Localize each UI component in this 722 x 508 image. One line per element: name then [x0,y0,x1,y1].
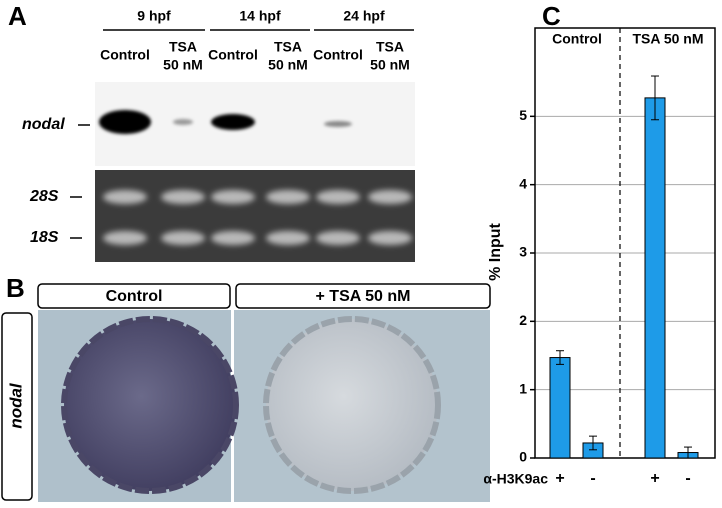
y-tick-label: 3 [519,244,527,260]
row-label: nodal [6,382,25,429]
y-tick-label: 1 [519,380,527,396]
group-label: TSA 50 nM [632,31,703,47]
band [324,121,352,127]
lane-label: 50 nM [370,57,410,73]
gel-bands [103,190,412,245]
lane-label: Control [208,47,258,63]
panel-letter: A [8,1,27,31]
column-header [37,283,231,309]
panel-letter: C [542,1,561,31]
row-label: nodal [22,116,65,133]
x-tick-label: - [590,470,595,487]
column-header [235,283,491,309]
y-tick-label: 5 [519,107,527,123]
lane-label: TSA [376,39,404,55]
lane-label: Control [100,47,150,63]
embryo [61,316,239,494]
column-label: + TSA 50 nM [316,288,411,305]
lane-label: 50 nM [163,57,203,73]
gel [95,170,415,262]
panel-letter: B [6,273,25,303]
panel-b: B Control + TSA 50 nM nodal [1,273,491,502]
lane-label: Control [313,47,363,63]
plot-frame [534,27,716,459]
lane-label: TSA [274,39,302,55]
x-tick-label: - [685,470,690,487]
band [99,110,151,134]
bar [644,97,666,459]
y-tick-label: 4 [519,175,527,191]
row-label: α-H3K9ac [483,471,548,487]
panel-a: A 9 hpf 14 hpf 24 hpf Control TSA 50 nM Con… [8,1,415,262]
column-label: Control [106,288,163,305]
group-label: 24 hpf [343,8,385,24]
lane-label: TSA [169,39,197,55]
y-axis-label: % Input [487,222,504,280]
group-label: 9 hpf [137,8,171,24]
group-label: 14 hpf [239,8,281,24]
y-tick-label: 0 [519,449,527,465]
x-tick-label: + [555,470,564,487]
panel-c: C % Input Control TSA 50 nM α-H3K9ac 0 1 2… [483,1,716,487]
embryo [263,316,441,494]
row-label: 18S [30,229,59,246]
bar [549,357,571,459]
x-tick-label: + [650,470,659,487]
y-tick-label: 2 [519,312,527,328]
band [211,114,255,130]
row-header [1,312,33,501]
band [173,119,193,125]
row-label: 28S [29,188,59,205]
lane-label: 50 nM [268,57,308,73]
group-label: Control [552,31,602,47]
